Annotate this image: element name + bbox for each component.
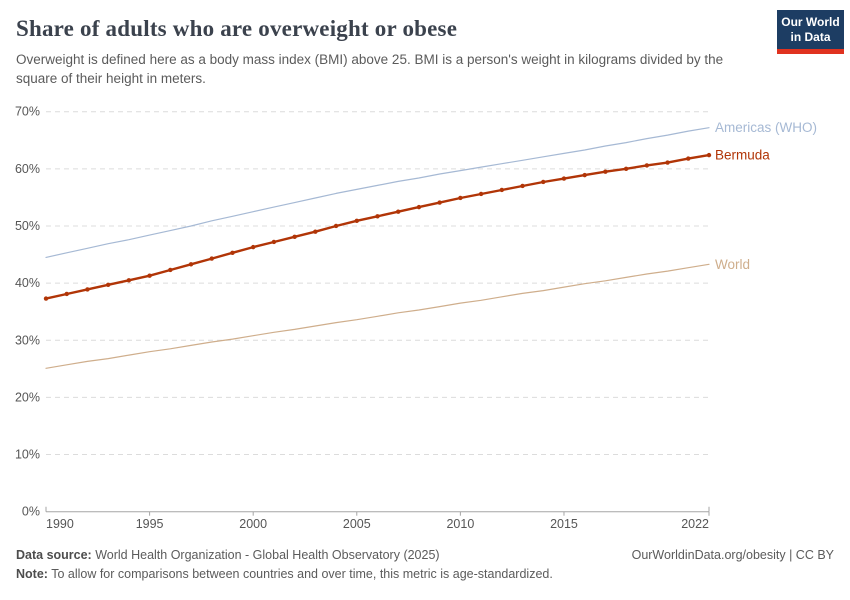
chart-subtitle: Overweight is defined here as a body mas… xyxy=(16,52,724,86)
data-point-marker[interactable] xyxy=(416,204,422,210)
note-label: Note: xyxy=(16,567,48,581)
data-point-marker[interactable] xyxy=(354,218,359,224)
data-point-marker[interactable] xyxy=(313,229,318,234)
data-point-marker[interactable] xyxy=(478,191,484,197)
y-tick-label: 50% xyxy=(15,219,40,233)
x-tick-label: 2000 xyxy=(239,517,267,531)
series-line-bermuda[interactable] xyxy=(44,153,711,300)
owid-logo[interactable]: Our World in Data xyxy=(777,10,844,54)
y-tick-label: 20% xyxy=(15,390,40,404)
line-chart[interactable]: 0% 10% 20% 30% 40% 50% 60% 70% 1990 1995 2000 2005 2… xyxy=(0,95,850,540)
chart-footer: Data source: World Health Organization -… xyxy=(0,540,850,581)
series-line-americas-who[interactable] xyxy=(45,127,710,258)
data-point-marker[interactable] xyxy=(458,195,463,201)
data-point-marker[interactable] xyxy=(375,214,380,219)
data-point-marker[interactable] xyxy=(603,169,608,174)
y-tick-label: 0% xyxy=(22,505,40,519)
credit-link[interactable]: OurWorldinData.org/obesity | CC BY xyxy=(631,548,834,562)
owid-logo-line2: in Data xyxy=(790,29,831,44)
data-point-marker[interactable] xyxy=(437,200,442,205)
data-point-marker[interactable] xyxy=(541,179,546,185)
data-point-marker[interactable] xyxy=(686,156,691,161)
data-point-marker[interactable] xyxy=(64,291,69,297)
data-point-marker[interactable] xyxy=(271,239,277,245)
data-point-marker[interactable] xyxy=(250,244,256,250)
data-source: Data source: World Health Organization -… xyxy=(16,548,440,562)
data-point-marker[interactable] xyxy=(582,172,587,178)
data-point-marker[interactable] xyxy=(43,296,49,301)
x-tick-label: 2010 xyxy=(446,517,474,531)
data-point-marker[interactable] xyxy=(623,166,629,172)
x-tick-label: 2022 xyxy=(681,517,709,531)
series-line-world[interactable] xyxy=(45,263,710,369)
page-title: Share of adults who are overweight or ob… xyxy=(16,16,458,41)
data-point-marker[interactable] xyxy=(85,287,90,292)
y-tick-label: 10% xyxy=(15,448,40,462)
owid-logo-text: Our World in Data xyxy=(777,10,844,49)
x-tick-label: 2005 xyxy=(343,517,371,531)
data-point-marker[interactable] xyxy=(168,267,173,273)
chart-note: Note: To allow for comparisons between c… xyxy=(16,567,553,581)
y-tick-label: 40% xyxy=(15,276,40,290)
series-label-americas-who[interactable]: Americas (WHO) xyxy=(715,120,817,135)
y-tick-label: 30% xyxy=(15,333,40,347)
data-source-label: Data source: xyxy=(16,548,92,562)
data-point-marker[interactable] xyxy=(126,278,132,283)
series-label-world[interactable]: World xyxy=(715,257,750,272)
y-tick-label: 70% xyxy=(15,105,40,119)
data-point-marker[interactable] xyxy=(644,163,650,168)
data-point-marker[interactable] xyxy=(105,282,111,288)
owid-logo-accent-bar xyxy=(777,49,844,54)
y-tick-label: 60% xyxy=(15,162,40,176)
data-point-marker[interactable] xyxy=(520,183,525,189)
chart-area: 0% 10% 20% 30% 40% 50% 60% 70% 1990 1995 2000 2005 2… xyxy=(0,95,850,540)
owid-logo-line1: Our World xyxy=(781,14,840,29)
data-point-marker[interactable] xyxy=(230,250,235,256)
series-label-bermuda[interactable]: Bermuda xyxy=(715,148,770,163)
data-point-marker[interactable] xyxy=(292,234,297,240)
data-point-marker[interactable] xyxy=(706,152,712,158)
data-point-marker[interactable] xyxy=(396,209,401,214)
x-tick-label: 1995 xyxy=(136,517,164,531)
data-point-marker[interactable] xyxy=(147,273,152,278)
x-tick-label: 1990 xyxy=(46,517,74,531)
chart-header: Share of adults who are overweight or ob… xyxy=(0,0,850,95)
data-point-marker[interactable] xyxy=(188,262,194,267)
data-point-marker[interactable] xyxy=(561,176,567,181)
x-tick-label: 2015 xyxy=(550,517,578,531)
data-point-marker[interactable] xyxy=(499,187,505,193)
data-point-marker[interactable] xyxy=(209,256,214,261)
data-point-marker[interactable] xyxy=(333,223,339,229)
data-point-marker[interactable] xyxy=(665,160,670,165)
